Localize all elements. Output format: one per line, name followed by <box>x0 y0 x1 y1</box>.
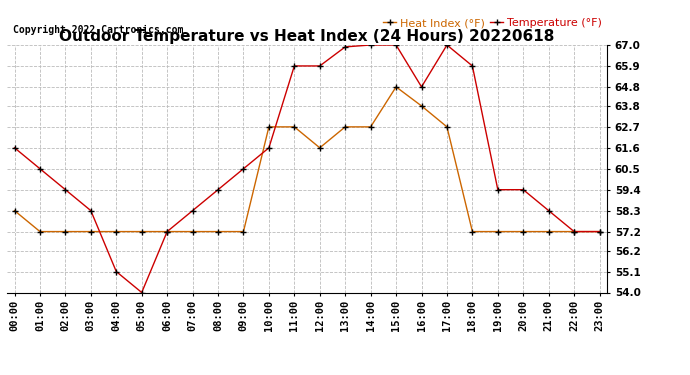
Legend: Heat Index (°F), Temperature (°F): Heat Index (°F), Temperature (°F) <box>383 18 602 28</box>
Title: Outdoor Temperature vs Heat Index (24 Hours) 20220618: Outdoor Temperature vs Heat Index (24 Ho… <box>59 29 555 44</box>
Text: Copyright 2022 Cartronics.com: Copyright 2022 Cartronics.com <box>13 25 184 35</box>
